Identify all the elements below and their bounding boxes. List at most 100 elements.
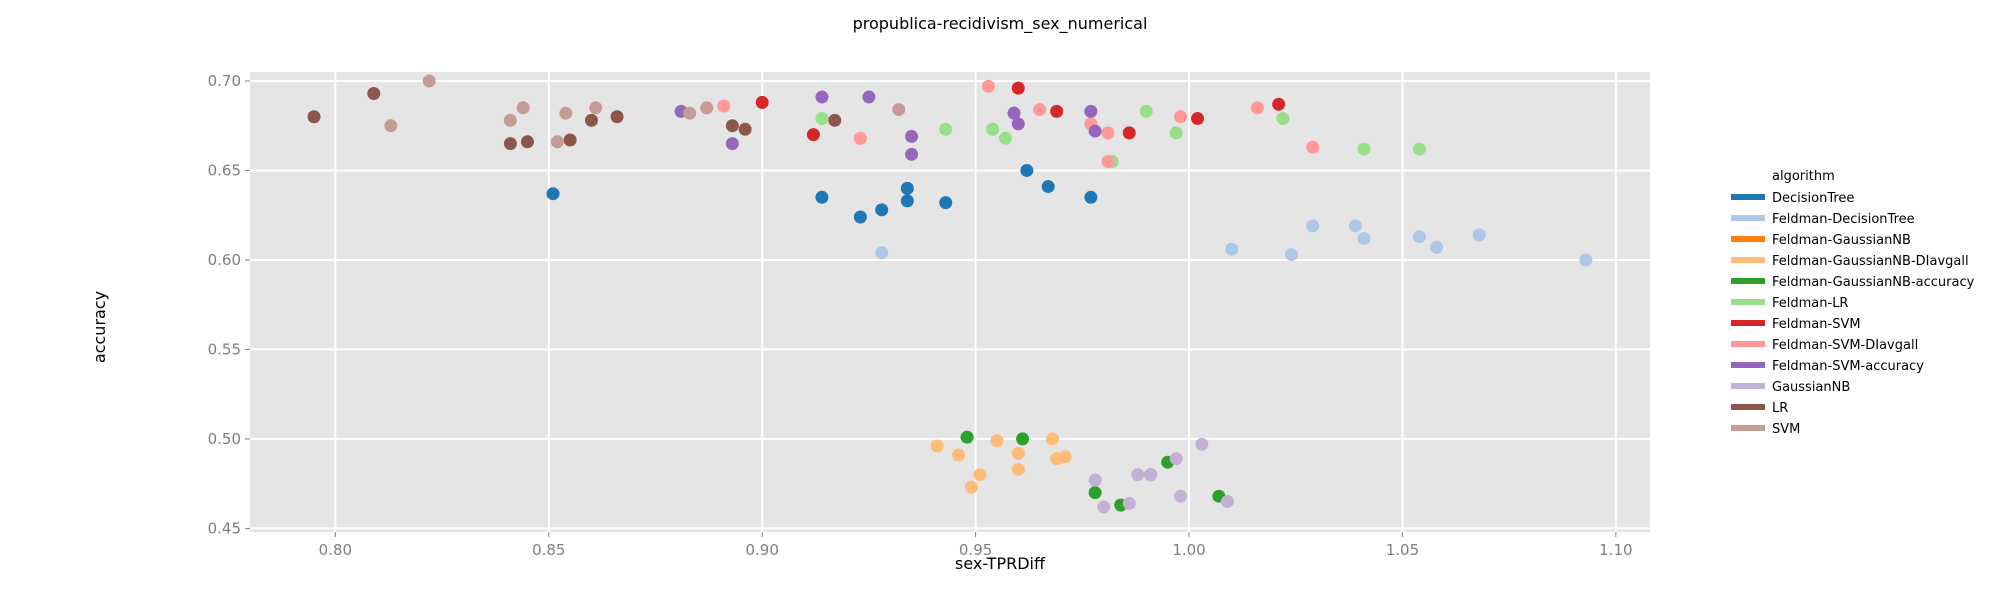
legend-swatch — [1731, 257, 1765, 263]
data-point — [1306, 219, 1320, 233]
data-point — [1058, 450, 1072, 464]
legend-item-label: SVM — [1772, 422, 1800, 437]
data-point — [1348, 219, 1362, 233]
data-point — [1357, 231, 1371, 245]
legend-swatch — [1731, 425, 1765, 431]
data-point — [559, 106, 573, 120]
data-point — [717, 99, 731, 113]
data-point — [422, 74, 436, 88]
data-point — [1122, 126, 1136, 140]
legend-item-label: Feldman-DecisionTree — [1772, 212, 1915, 227]
data-point — [1250, 101, 1264, 115]
data-point — [1169, 126, 1183, 140]
data-point — [589, 101, 603, 115]
data-point — [520, 135, 534, 149]
data-point — [828, 113, 842, 127]
data-point — [1413, 142, 1427, 156]
legend-swatch — [1731, 362, 1765, 368]
y-axis-label: accuracy — [90, 291, 109, 363]
points-layer — [307, 74, 1593, 514]
legend-item-label: GaussianNB — [1772, 380, 1850, 395]
legend-swatch — [1731, 320, 1765, 326]
data-point — [738, 122, 752, 136]
data-point — [990, 434, 1004, 448]
data-point — [1101, 154, 1115, 168]
data-point — [1306, 140, 1320, 154]
data-point — [367, 86, 381, 100]
data-point — [1357, 142, 1371, 156]
data-point — [998, 131, 1012, 145]
x-tick-label: 1.00 — [1172, 541, 1205, 559]
legend-item-label: Feldman-SVM — [1772, 317, 1861, 332]
data-point — [1413, 230, 1427, 244]
plot-area — [250, 72, 1650, 532]
data-point — [952, 448, 966, 462]
data-point — [1225, 242, 1239, 256]
x-tick-label: 1.05 — [1386, 541, 1419, 559]
data-point — [1430, 240, 1444, 254]
y-tick-label: 0.45 — [208, 519, 241, 537]
data-point — [875, 246, 889, 260]
data-point — [1041, 180, 1055, 194]
legend-swatch — [1731, 236, 1765, 242]
data-point — [503, 137, 517, 151]
legend-swatch — [1731, 215, 1765, 221]
data-point — [1011, 462, 1025, 476]
data-point — [1101, 126, 1115, 140]
data-point — [503, 113, 517, 127]
data-point — [1173, 489, 1187, 503]
data-point — [700, 101, 714, 115]
data-point — [1007, 106, 1021, 120]
data-point — [1097, 500, 1111, 514]
data-point — [384, 119, 398, 133]
data-point — [1191, 112, 1205, 126]
legend: algorithm DecisionTree Feldman-DecisionTr… — [1731, 169, 1975, 437]
legend-swatch — [1731, 383, 1765, 389]
data-point — [1045, 432, 1059, 446]
data-point — [853, 210, 867, 224]
legend-item-label: Feldman-GaussianNB-DIavgall — [1772, 254, 1969, 269]
x-tick-label: 0.95 — [959, 541, 992, 559]
data-point — [862, 90, 876, 104]
data-point — [1276, 112, 1290, 126]
legend-item-label: Feldman-LR — [1772, 296, 1848, 311]
data-point — [1016, 432, 1030, 446]
legend-item-label: Feldman-SVM-DIavgall — [1772, 338, 1918, 353]
x-tick-label: 1.10 — [1599, 541, 1632, 559]
data-point — [853, 131, 867, 145]
data-point — [1272, 97, 1286, 111]
data-point — [930, 439, 944, 453]
data-point — [973, 468, 987, 482]
x-axis-label: sex-TPRDiff — [955, 554, 1046, 573]
x-tick-label: 0.85 — [532, 541, 565, 559]
data-point — [563, 133, 577, 147]
data-point — [1284, 248, 1298, 262]
legend-swatch — [1731, 404, 1765, 410]
y-tick-label: 0.55 — [208, 340, 241, 358]
legend-item-label: LR — [1772, 401, 1788, 416]
data-point — [905, 129, 919, 143]
data-point — [1139, 104, 1153, 118]
chart-title: propublica-recidivism_sex_numerical — [853, 14, 1148, 34]
data-point — [725, 119, 739, 133]
legend-swatch — [1731, 299, 1765, 305]
data-point — [806, 128, 820, 142]
x-tick-label: 0.80 — [319, 541, 352, 559]
data-point — [939, 122, 953, 136]
legend-item-label: Feldman-SVM-accuracy — [1772, 359, 1924, 374]
grid-layer — [250, 72, 1650, 532]
legend-title: algorithm — [1772, 169, 1835, 184]
data-point — [1011, 446, 1025, 460]
data-point — [986, 122, 1000, 136]
data-point — [1088, 473, 1102, 487]
legend-swatch — [1731, 194, 1765, 200]
data-point — [815, 112, 829, 126]
data-point — [1144, 468, 1158, 482]
y-tick-label: 0.60 — [208, 251, 241, 269]
data-point — [1169, 452, 1183, 466]
data-point — [1084, 190, 1098, 204]
legend-item-label: DecisionTree — [1772, 191, 1854, 206]
y-tick-label: 0.50 — [208, 430, 241, 448]
legend-item-label: Feldman-GaussianNB — [1772, 233, 1911, 248]
